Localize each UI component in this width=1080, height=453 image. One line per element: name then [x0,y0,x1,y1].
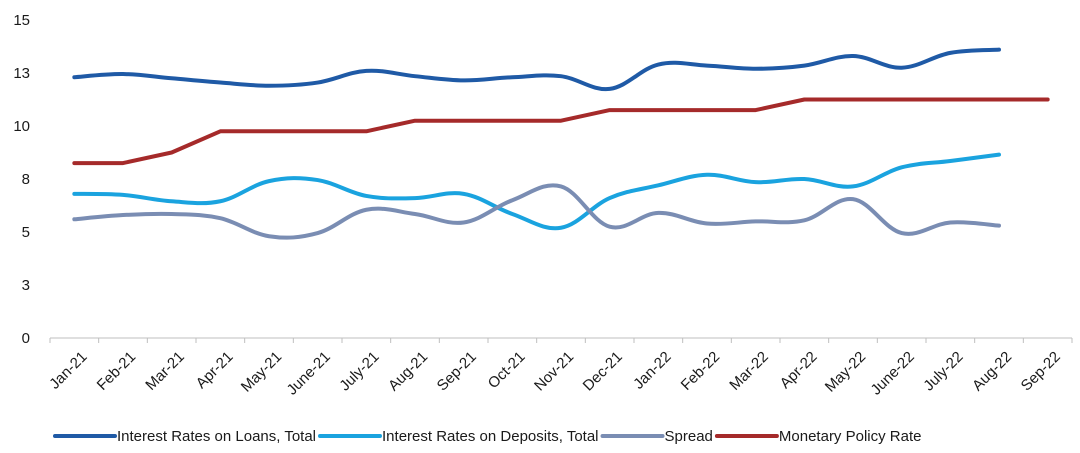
x-tick-label: Sep-22 [1018,348,1064,394]
series-lines [72,47,1050,240]
x-tick-label: Sep-21 [434,348,480,394]
series-line-0 [72,47,1001,92]
x-tick-label: June-21 [284,348,334,398]
x-tick-label: Apr-22 [777,348,821,392]
y-tick-label: 8 [22,171,30,188]
x-tick-label: Feb-21 [94,348,140,394]
x-axis-ticks [49,338,1073,343]
legend-label: Spread [665,428,713,445]
y-tick-label: 15 [13,12,30,29]
legend-label: Monetary Policy Rate [779,428,922,445]
y-tick-label: 5 [22,224,30,241]
legend-label: Interest Rates on Deposits, Total [382,428,599,445]
x-tick-label: July-21 [336,348,382,394]
x-tick-label: Aug-21 [385,348,431,394]
x-tick-label: Mar-22 [726,348,772,394]
series-line-1 [72,152,1001,231]
x-tick-label: Dec-21 [580,348,626,394]
x-tick-label: Oct-21 [485,348,529,392]
legend-item: Interest Rates on Deposits, Total [318,428,599,445]
legend-item: Interest Rates on Loans, Total [53,428,316,445]
x-tick-label: Mar-21 [142,348,188,394]
x-tick-label: May-21 [238,348,285,395]
x-tick-label: Jan-22 [630,348,674,392]
x-tick-label: May-22 [822,348,869,395]
x-tick-label: Apr-21 [193,348,237,392]
series-line-3 [72,97,1050,166]
x-tick-label: July-22 [920,348,966,394]
x-tick-label: Aug-22 [969,348,1015,394]
y-tick-label: 13 [13,65,30,82]
x-tick-label: Jan-21 [46,348,90,392]
legend-item: Monetary Policy Rate [714,428,922,445]
y-axis-tick-labels: 0 3 5 8 10 13 15 [13,12,30,347]
x-tick-label: Feb-22 [678,348,724,394]
x-tick-label: June-22 [868,348,918,398]
y-tick-label: 3 [22,277,30,294]
legend-item: Spread [600,428,713,445]
legend: Interest Rates on Loans, Total Interest R… [53,428,922,445]
y-tick-label: 0 [22,330,30,347]
y-tick-label: 10 [13,118,30,135]
legend-label: Interest Rates on Loans, Total [117,428,316,445]
x-tick-label: Nov-21 [531,348,577,394]
series-line-2 [72,183,1001,240]
